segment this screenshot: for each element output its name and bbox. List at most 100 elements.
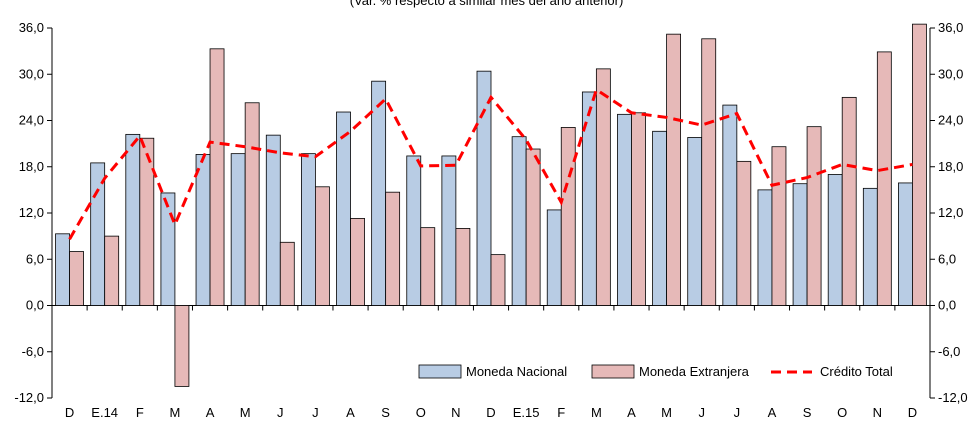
bar-moneda-extranjera [701, 38, 717, 306]
bar-moneda-extranjera [279, 241, 295, 306]
bar-moneda-nacional [722, 104, 738, 306]
bar-moneda-nacional [160, 192, 176, 306]
x-tick-label: J [312, 405, 319, 420]
bar-moneda-extranjera [420, 227, 436, 306]
bar-moneda-nacional [511, 136, 527, 306]
chart-subtitle: (Var. % respecto a similar mes del año a… [349, 0, 624, 8]
bar-moneda-nacional [230, 153, 246, 306]
bar-moneda-extranjera [350, 217, 365, 306]
y-tick-label-left: 18,0 [19, 159, 44, 174]
legend-swatch-moneda-nacional [418, 364, 462, 379]
y-tick-label-right: 0,0 [938, 298, 956, 313]
legend: Moneda Nacional Moneda Extranjera Crédito … [418, 364, 893, 379]
y-tick-label-left: 24,0 [19, 113, 44, 128]
x-tick-label: A [768, 405, 777, 420]
y-tick-label-left: 36,0 [19, 20, 44, 35]
bar-moneda-nacional [125, 133, 141, 306]
bar-moneda-extranjera [455, 228, 471, 306]
legend-swatch-moneda-extranjera [591, 364, 635, 379]
legend-label-moneda-nacional: Moneda Nacional [466, 364, 567, 379]
bar-moneda-extranjera [771, 146, 787, 306]
x-tick-label: J [734, 405, 741, 420]
bar-moneda-extranjera [666, 33, 681, 306]
bar-moneda-extranjera [525, 148, 541, 306]
x-tick-label: D [486, 405, 495, 420]
bar-moneda-extranjera [314, 186, 330, 306]
bar-moneda-extranjera [385, 191, 401, 306]
y-tick-label-right: 30,0 [938, 66, 963, 81]
x-tick-label: M [591, 405, 602, 420]
y-tick-label-right: -12,0 [938, 390, 968, 405]
bar-moneda-extranjera [174, 305, 190, 387]
bar-moneda-nacional [757, 189, 773, 306]
y-tick-label-left: 12,0 [19, 205, 44, 220]
bar-moneda-nacional [406, 155, 422, 306]
bar-moneda-extranjera [69, 251, 84, 306]
bar-moneda-nacional [195, 154, 211, 306]
x-tick-label: D [908, 405, 917, 420]
bar-moneda-extranjera [912, 23, 927, 306]
bar-moneda-nacional [617, 113, 632, 306]
bar-moneda-extranjera [736, 160, 752, 306]
legend-label-moneda-extranjera: Moneda Extranjera [639, 364, 750, 379]
bar-moneda-nacional [441, 155, 457, 306]
bar-moneda-extranjera [244, 102, 260, 306]
bar-moneda-nacional [652, 130, 667, 306]
bar-moneda-nacional [55, 233, 70, 306]
y-tick-label-right: 12,0 [938, 205, 963, 220]
bar-moneda-nacional [546, 209, 562, 306]
bar-moneda-extranjera [490, 254, 506, 306]
y-tick-label-right: 24,0 [938, 113, 963, 128]
bar-moneda-nacional [827, 174, 843, 306]
bar-moneda-nacional [898, 182, 913, 306]
bar-moneda-extranjera [104, 235, 120, 306]
x-tick-label: N [873, 405, 882, 420]
bar-moneda-extranjera [139, 137, 155, 306]
x-tick-label: M [661, 405, 672, 420]
y-tick-label-left: 6,0 [26, 251, 44, 266]
y-tick-label-left: 30,0 [19, 66, 44, 81]
x-tick-label: A [627, 405, 636, 420]
y-tick-label-right: 6,0 [938, 251, 956, 266]
x-tick-label: M [240, 405, 251, 420]
x-tick-label: S [803, 405, 812, 420]
bar-moneda-nacional [336, 111, 351, 306]
y-tick-label-right: 18,0 [938, 159, 963, 174]
bar-moneda-extranjera [631, 112, 646, 306]
bar-moneda-nacional [265, 134, 281, 306]
bar-moneda-nacional [862, 187, 878, 306]
x-tick-label: S [381, 405, 390, 420]
y-tick-label-left: -6,0 [22, 344, 44, 359]
bar-moneda-nacional [687, 137, 703, 306]
bar-moneda-extranjera [595, 68, 611, 306]
bar-moneda-nacional [90, 162, 106, 306]
x-tick-label: F [136, 405, 144, 420]
y-tick-label-left: -12,0 [14, 390, 44, 405]
x-tick-label: A [346, 405, 355, 420]
x-tick-label: J [698, 405, 705, 420]
bar-moneda-extranjera [876, 51, 892, 306]
y-tick-label-left: 0,0 [26, 298, 44, 313]
bar-moneda-nacional [476, 70, 492, 306]
bar-moneda-nacional [371, 80, 387, 306]
y-tick-label-right: 36,0 [938, 20, 963, 35]
bar-moneda-extranjera [209, 48, 225, 306]
x-tick-label: N [451, 405, 460, 420]
bar-moneda-extranjera [806, 126, 822, 306]
x-tick-label: O [416, 405, 426, 420]
x-tick-label: E.14 [91, 405, 118, 420]
x-tick-label: O [837, 405, 847, 420]
legend-label-credito-total: Crédito Total [820, 364, 893, 379]
x-tick-label: M [169, 405, 180, 420]
x-tick-label: D [65, 405, 74, 420]
bar-moneda-nacional [792, 183, 808, 306]
x-tick-label: E.15 [513, 405, 540, 420]
bar-moneda-extranjera [560, 127, 576, 306]
x-tick-label: J [277, 405, 284, 420]
x-tick-label: F [557, 405, 565, 420]
x-tick-label: A [206, 405, 215, 420]
bar-moneda-extranjera [841, 96, 857, 306]
y-tick-label-right: -6,0 [938, 344, 960, 359]
bar-moneda-nacional [300, 153, 316, 306]
